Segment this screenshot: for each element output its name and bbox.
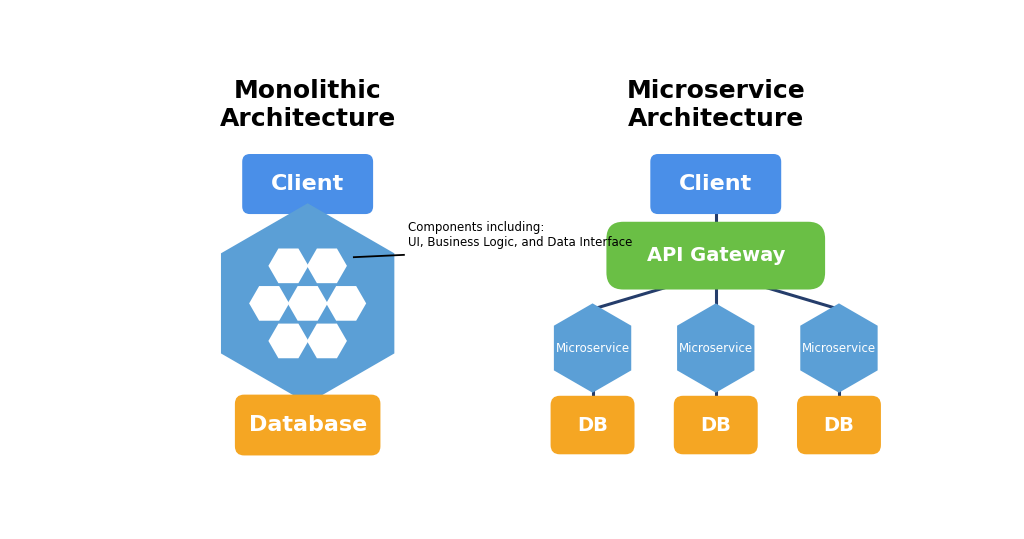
Polygon shape — [268, 323, 308, 358]
Polygon shape — [307, 248, 347, 283]
Text: Microservice: Microservice — [555, 342, 630, 355]
FancyBboxPatch shape — [650, 154, 781, 214]
Polygon shape — [249, 286, 289, 321]
Text: Monolithic
Architecture: Monolithic Architecture — [219, 79, 396, 132]
FancyBboxPatch shape — [674, 396, 758, 454]
FancyBboxPatch shape — [551, 396, 635, 454]
Polygon shape — [554, 303, 631, 393]
Polygon shape — [288, 286, 328, 321]
Polygon shape — [677, 303, 755, 393]
Polygon shape — [326, 286, 367, 321]
Text: Client: Client — [679, 174, 753, 194]
Text: Database: Database — [249, 415, 367, 435]
Text: DB: DB — [823, 416, 854, 434]
FancyBboxPatch shape — [234, 395, 381, 455]
Text: Microservice
Architecture: Microservice Architecture — [627, 79, 805, 132]
Text: DB: DB — [578, 416, 608, 434]
FancyBboxPatch shape — [243, 154, 373, 214]
FancyBboxPatch shape — [797, 396, 881, 454]
Text: API Gateway: API Gateway — [646, 246, 785, 265]
Text: Components including:
UI, Business Logic, and Data Interface: Components including: UI, Business Logic… — [408, 222, 632, 250]
Text: DB: DB — [700, 416, 731, 434]
Text: Client: Client — [271, 174, 344, 194]
Polygon shape — [221, 203, 394, 404]
Text: Microservice: Microservice — [802, 342, 876, 355]
Polygon shape — [268, 248, 308, 283]
Polygon shape — [307, 323, 347, 358]
FancyBboxPatch shape — [606, 222, 825, 289]
Text: Microservice: Microservice — [679, 342, 753, 355]
Polygon shape — [801, 303, 878, 393]
